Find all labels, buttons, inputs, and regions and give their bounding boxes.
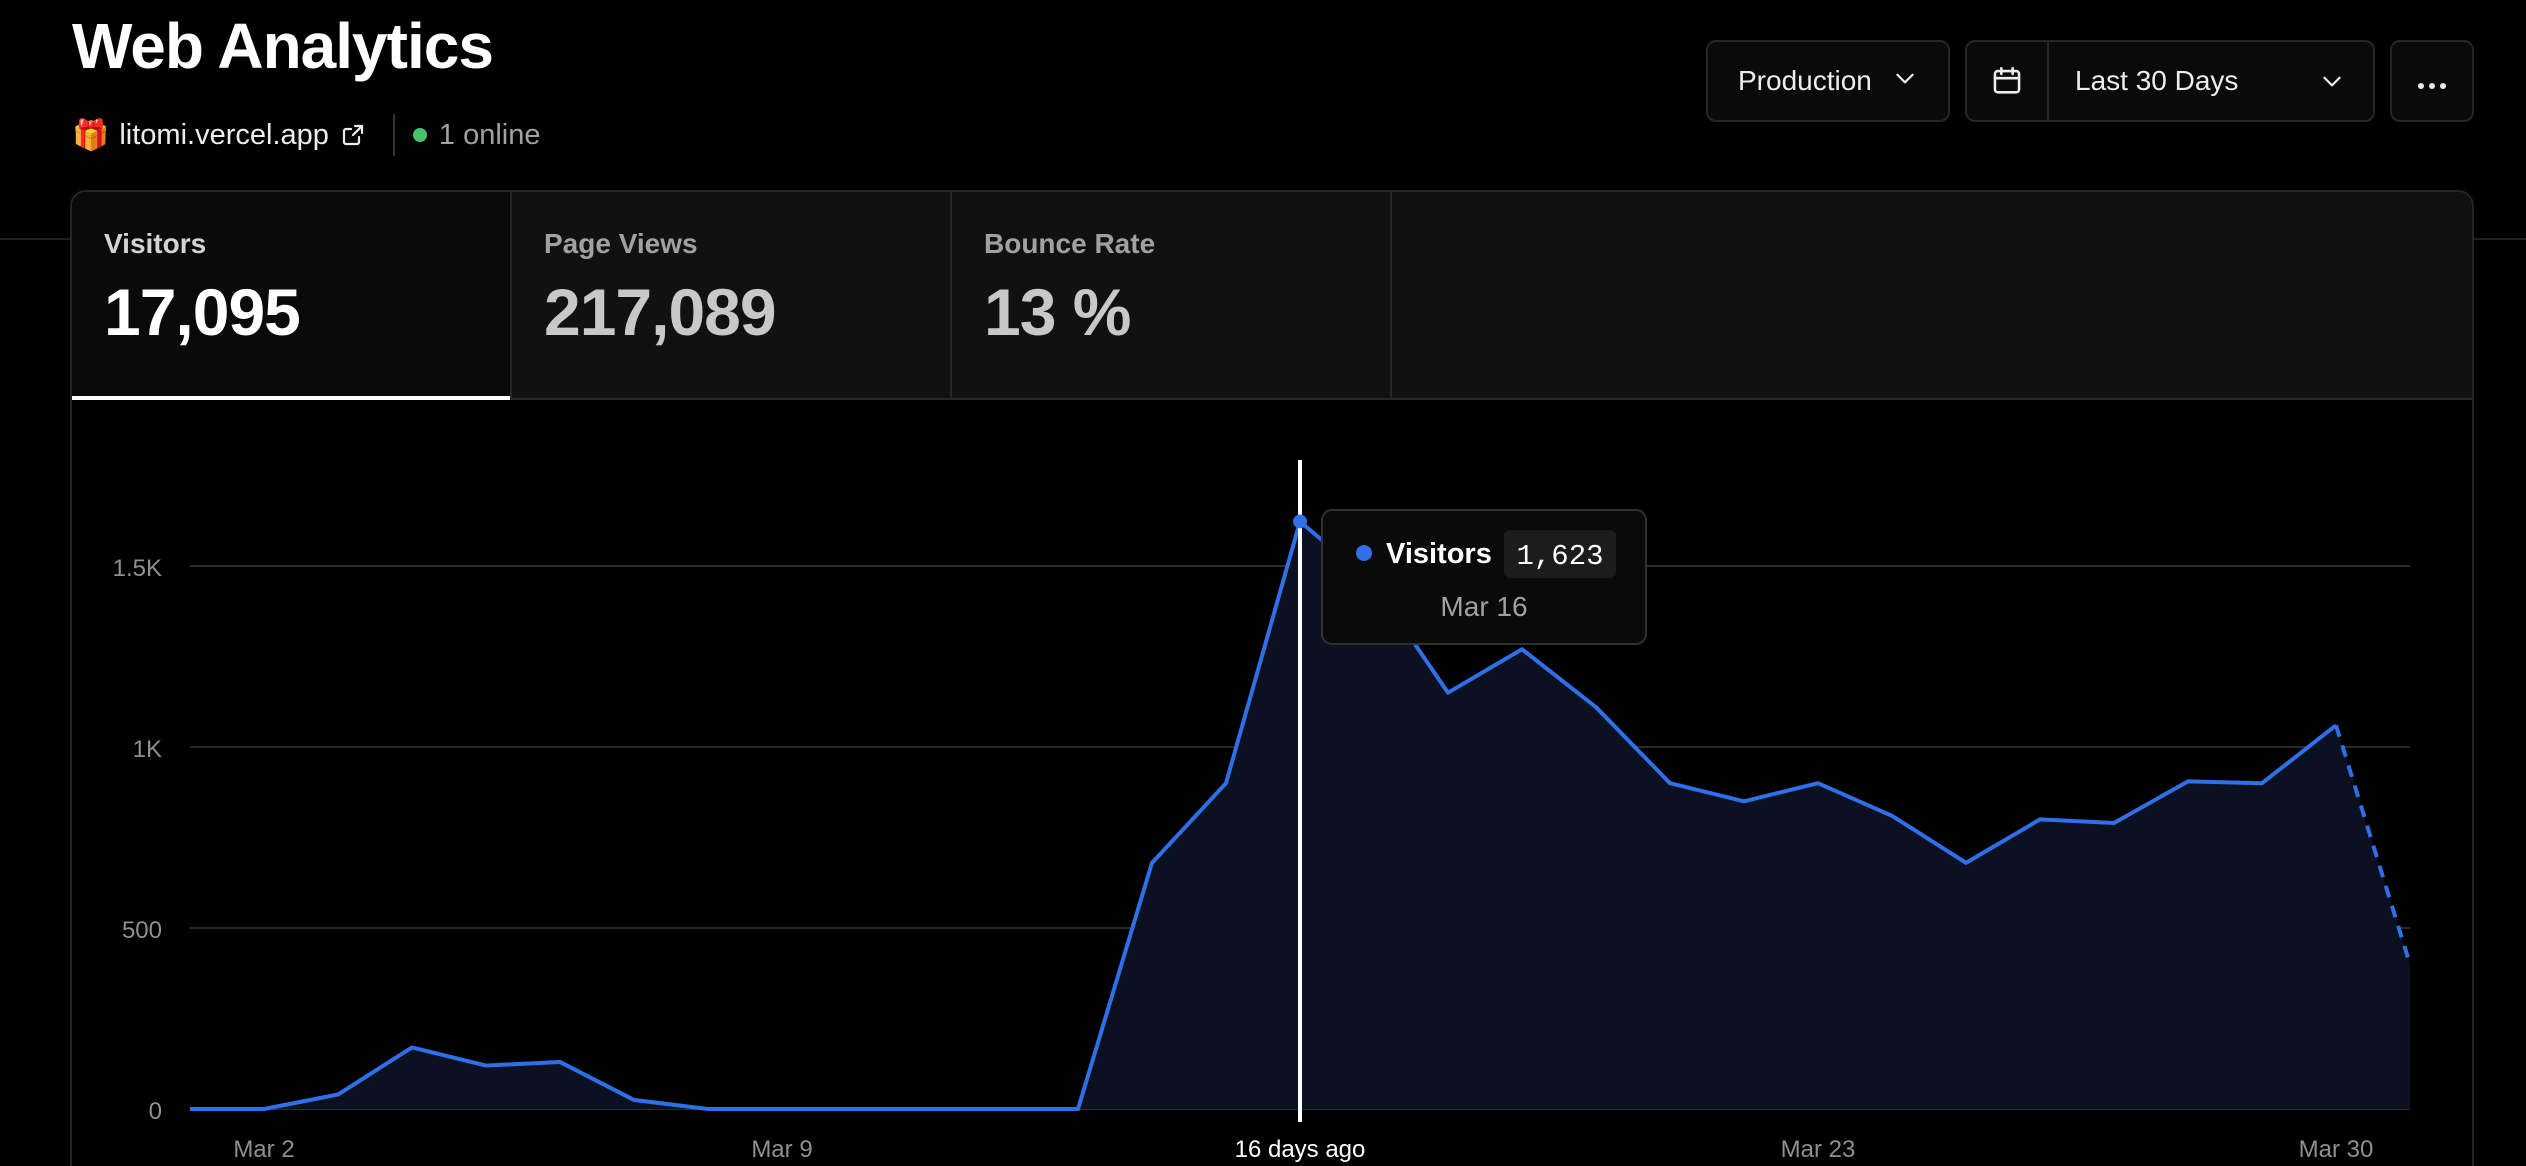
data-point [335,1092,341,1098]
data-point [1815,780,1821,786]
tooltip-series-name: Visitors [1386,538,1492,570]
page-title: Web Analytics [72,10,494,82]
data-point [1149,860,1155,866]
environment-select[interactable]: Production [1706,40,1950,122]
data-point [2037,816,2043,822]
data-point [779,1106,785,1112]
more-icon [2417,65,2447,97]
metric-value: 13 % [984,275,1131,349]
tooltip-value-badge [1504,530,1616,578]
metric-label: Bounce Rate [984,228,1156,259]
tooltip-series-dot [1356,545,1372,561]
data-point [1667,780,1673,786]
data-point [2333,722,2339,728]
x-tick-label: 16 days ago [1235,1136,1366,1163]
data-point [2407,961,2413,967]
data-point [2111,820,2117,826]
y-tick-label: 500 [122,917,162,944]
metric-value: 217,089 [544,275,777,349]
tab-page-views[interactable]: Page Views 217,089 [512,192,952,398]
metric-label: Page Views [544,228,698,259]
data-point [2185,778,2191,784]
data-point [187,1106,193,1112]
tooltip-date: Mar 16 [1440,591,1527,622]
data-point [1593,704,1599,710]
chevron-down-icon [1892,65,1918,98]
data-point [1519,646,1525,652]
data-point [409,1044,415,1050]
data-point [705,1106,711,1112]
online-count: 1 online [438,118,541,151]
data-point [1963,860,1969,866]
tooltip-value: 1,623 [1516,540,1603,573]
data-point [631,1097,637,1103]
chevron-down-icon [2319,68,2373,94]
site-link[interactable]: litomi.vercel.app [119,118,329,151]
data-point [1889,813,1895,819]
gift-icon: 🎁 [72,118,110,152]
metric-value: 17,095 [104,275,301,349]
y-tick-label: 1K [133,736,162,763]
tab-filler [1392,192,2472,398]
tab-bounce-rate[interactable]: Bounce Rate 13 % [952,192,1392,398]
series-line [190,519,2338,1111]
data-point [557,1059,563,1065]
external-link-icon[interactable] [341,123,365,147]
highlight-point [1293,514,1307,529]
tab-visitors[interactable]: Visitors 17,095 [72,192,512,400]
online-status-dot [412,128,427,142]
separator [392,114,395,156]
calendar-icon[interactable] [1967,42,2049,120]
more-options-button[interactable] [2390,40,2474,122]
x-tick-label: Mar 2 [233,1136,294,1163]
data-point [1223,780,1229,786]
site-info: 🎁 litomi.vercel.app 1 online [72,112,540,158]
metric-tabs: Visitors 17,095 Page Views 217,089 Bounc… [72,192,2472,400]
data-point [1001,1106,1007,1112]
data-point [927,1106,933,1112]
y-tick-label: 1.5K [113,555,162,582]
environment-label: Production [1738,65,1872,96]
data-point [1075,1106,1081,1112]
data-point [1741,798,1747,804]
date-range-label: Last 30 Days [2075,65,2239,96]
data-point [483,1063,489,1069]
data-point [1445,690,1451,696]
y-tick-label: 0 [149,1098,162,1125]
data-point [261,1106,267,1112]
date-range-select[interactable]: Last 30 Days [1965,40,2375,122]
metric-label: Visitors [104,228,207,259]
data-point [2259,780,2265,786]
x-tick-label: Mar 9 [751,1136,812,1163]
x-tick-label: Mar 23 [1781,1136,1856,1163]
data-point [853,1106,859,1112]
x-tick-label: Mar 30 [2299,1136,2374,1163]
